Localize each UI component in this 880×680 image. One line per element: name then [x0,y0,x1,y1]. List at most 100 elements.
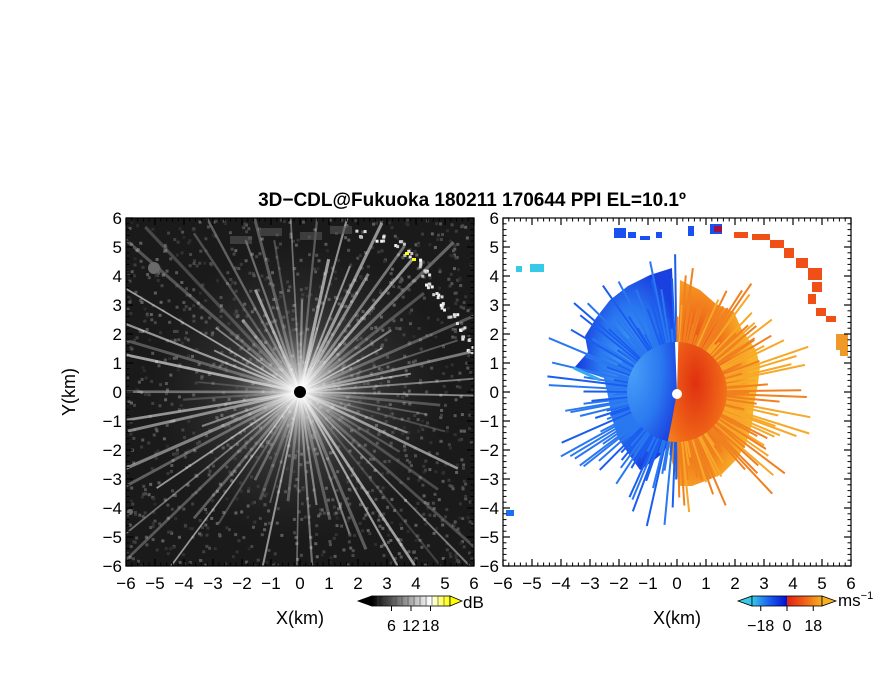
velocity-echo-receding [808,294,816,304]
x-tick-label: −3 [580,574,599,593]
snr-speckle-cell [346,563,350,566]
snr-speckle-cell [182,235,186,239]
snr-axis-ticks [125,217,475,567]
snr-ray [126,391,301,535]
snr-speckle-cell [444,515,448,519]
snr-echo-patch [260,228,282,236]
snr-speckle-cell [458,385,462,389]
velocity-echo-approaching [506,510,514,516]
snr-speckle-cell [455,471,459,475]
snr-speckle-cell [151,538,155,542]
snr-speckle-cell [467,354,471,358]
snr-echo-cell [461,327,465,331]
velocity-ray-receding [677,441,681,498]
snr-speckle-cell [242,226,246,230]
snr-speckle-cell [151,351,155,355]
snr-speckle-cell [436,318,440,322]
y-tick-label: 6 [490,209,499,228]
snr-speckle-cell [435,222,439,226]
y-tick-label: −6 [103,557,122,576]
snr-speckle-cell [328,218,332,222]
snr-speckle-cell [439,238,443,242]
velocity-ray-receding [712,324,749,359]
velocity-ray-approaching [606,409,631,420]
snr-speckle-cell [465,236,469,240]
snr-speckle-cell [130,347,134,351]
snr-speckle-cell [320,553,324,557]
snr-ray [299,391,399,566]
velocity-echo-receding [816,308,826,316]
colorbar-tick-label: 0 [783,618,792,635]
snr-speckle-cell [458,371,462,375]
velocity-ray-approaching [652,440,666,489]
velocity-ray-receding [715,422,746,449]
y-tick-label: 0 [113,383,122,402]
velocity-spike [573,366,601,382]
snr-echo-cell [462,335,466,339]
snr-speckle-cell [126,465,130,469]
snr-speckle-cell [454,256,458,260]
snr-speckle-cell [267,548,271,552]
velocity-ray-approaching [630,434,653,469]
snr-speckle-cell [457,438,461,442]
snr-speckle-cell [456,268,460,272]
snr-speckle-cell [155,257,159,261]
snr-speckle-cell [128,226,132,230]
snr-speckle-cell [160,284,164,288]
snr-speckle-cell [416,534,420,538]
snr-speckle-cell [142,484,146,488]
snr-speckle-cell [171,546,175,550]
colorbar-tick-label: 18 [422,618,440,635]
snr-speckle-cell [190,527,194,531]
x-tick-label: 4 [411,574,420,593]
snr-ray [192,232,302,393]
velocity-ray-approaching [591,337,636,367]
velocity-ray-receding [713,424,759,467]
velocity-ray-receding [709,428,746,471]
snr-speckle-cell [399,522,403,526]
snr-speckle-cell [139,259,143,263]
snr-speckle-cell [451,249,455,253]
snr-speckle-cell [420,545,424,549]
snr-ray [289,218,301,393]
snr-speckle-cell [414,243,418,247]
x-tick-label: 3 [382,574,391,593]
snr-speckle-cell [142,492,146,496]
snr-speckle-cell [174,517,178,521]
snr-speckle-cell [452,523,456,527]
snr-speckle-cell [407,282,411,286]
snr-speckle-cell [437,286,441,290]
snr-speckle-cell [154,274,158,278]
velocity-ray-receding [710,312,753,357]
snr-echo-cell [452,313,456,317]
velocity-ray-approaching [594,406,630,419]
snr-speckle-cell [458,502,462,506]
snr-speckle-cell [368,532,372,536]
snr-ray [299,329,392,393]
snr-speckle-cell [422,296,426,300]
snr-speckle-cell [389,538,393,542]
snr-speckle-cell [223,222,227,226]
snr-echo-cell [408,255,412,259]
snr-speckle-cell [204,249,208,253]
velocity-echo-approaching [656,232,662,238]
snr-speckle-cell [452,267,456,271]
snr-speckle-cell [209,262,213,266]
snr-speckle-cell [175,284,179,288]
snr-speckle-cell [144,376,148,380]
x-tick-label: 2 [353,574,362,593]
snr-speckle-cell [382,554,386,558]
snr-echo-cell [471,345,474,349]
snr-speckle-cell [460,321,464,325]
snr-speckle-cell [433,492,437,496]
snr-speckle-cell [451,327,455,331]
y-tick-label: 3 [113,296,122,315]
snr-ray [126,338,301,394]
velocity-ray-receding [718,418,767,450]
snr-speckle-cell [361,529,365,533]
velocity-ray-receding [701,307,729,350]
velocity-ray-receding [720,344,765,370]
snr-ray [252,218,302,393]
velocity-echo-approaching [614,228,626,238]
velocity-ray-approaching [586,302,643,358]
